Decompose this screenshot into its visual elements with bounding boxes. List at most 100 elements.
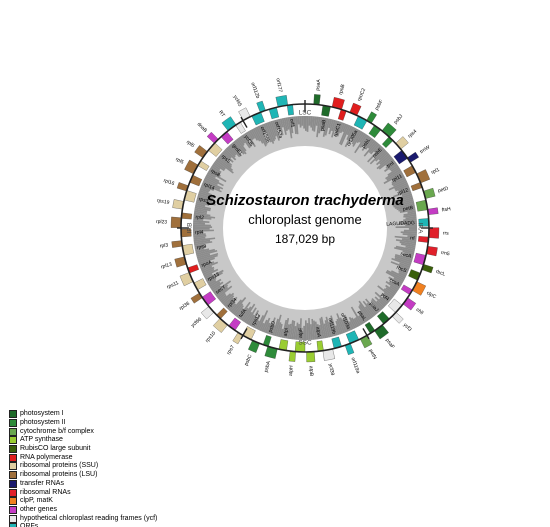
gc-bar	[212, 163, 221, 171]
legend-item: ATP synthase	[9, 436, 209, 445]
gene-label: rps9	[196, 243, 207, 251]
gc-bar	[368, 142, 379, 154]
gc-bar	[257, 125, 268, 145]
gc-bar	[399, 208, 416, 213]
gc-bar	[318, 117, 323, 134]
legend-label: cytochrome b/f complex	[20, 427, 94, 435]
gc-bar	[204, 177, 218, 186]
gc-bar	[374, 296, 386, 308]
gc-bar	[403, 214, 417, 218]
gene-label: orf119b	[327, 317, 337, 335]
gc-bar	[400, 243, 416, 248]
gc-bar	[199, 260, 211, 267]
gc-bar	[219, 294, 227, 302]
gc-bar	[314, 321, 319, 340]
gc-bar	[193, 229, 214, 232]
gc-bar	[398, 187, 411, 194]
center-disc	[224, 147, 386, 309]
legend-item: RNA polymerase	[9, 453, 209, 462]
gc-bar	[198, 191, 215, 199]
gene-label: secA	[400, 251, 413, 260]
gc-bar	[371, 297, 383, 310]
gene-block	[184, 159, 199, 175]
gc-bar	[297, 116, 300, 125]
gc-bar	[408, 228, 417, 230]
gene-block	[418, 236, 429, 243]
gc-bar	[247, 131, 254, 141]
gc-bar	[405, 224, 417, 227]
gene-label: rps10	[204, 330, 217, 344]
gc-bar	[257, 310, 269, 331]
genome-title: Schizostauron trachyderma	[206, 192, 404, 209]
gc-bar	[363, 140, 377, 157]
gc-bar	[237, 301, 251, 319]
legend-label: ORFs	[20, 523, 39, 527]
gc-bar	[208, 278, 222, 288]
gc-bar	[370, 143, 380, 155]
gene-block	[402, 297, 417, 311]
region-label-irb: IRB	[187, 223, 194, 234]
gc-bar	[230, 143, 242, 157]
gc-bar	[224, 297, 234, 308]
gc-bar	[339, 317, 347, 333]
gc-bar	[399, 241, 416, 246]
gc-bar	[217, 156, 232, 168]
gc-bar	[194, 241, 213, 246]
gc-bar	[402, 250, 415, 256]
gc-bar	[375, 150, 387, 162]
gene-label: RT	[217, 110, 226, 119]
gc-bar	[211, 281, 224, 291]
gc-bar	[341, 318, 349, 332]
gc-bar	[343, 317, 351, 332]
gc-bar	[351, 129, 360, 143]
boundary-tick	[240, 116, 248, 128]
region-label-ssc: SSC	[298, 340, 312, 347]
gc-bar	[223, 150, 232, 159]
gc-bar	[391, 177, 406, 186]
gc-bar	[263, 123, 272, 143]
gc-bar	[206, 173, 220, 183]
gene-label: atpI	[283, 328, 290, 337]
gc-bar	[336, 122, 344, 137]
gc-bar	[201, 184, 215, 192]
gene-block	[388, 298, 403, 313]
gc-bar	[389, 285, 398, 293]
gc-bar	[394, 257, 412, 265]
gc-bar	[391, 257, 411, 267]
gc-bar	[230, 299, 242, 313]
legend-label: photosystem I	[20, 410, 64, 418]
gene-label: psbA	[263, 360, 272, 373]
gc-bar	[402, 233, 417, 236]
gene-label: tufA	[238, 308, 248, 319]
gc-bar	[245, 307, 257, 325]
gene-label: rpoC1	[333, 122, 343, 137]
gc-bar	[249, 310, 260, 326]
gc-bar	[346, 125, 353, 136]
gene-label: psbD	[268, 320, 278, 333]
gene-label: rpoB	[338, 83, 347, 95]
gc-bar	[224, 148, 237, 161]
gene-label: rps7	[226, 344, 236, 356]
gc-bar	[316, 324, 321, 340]
gc-bar	[392, 189, 411, 198]
gc-bar	[310, 116, 313, 128]
gc-bar	[213, 280, 232, 294]
gene-block	[201, 291, 216, 306]
legend-label: clpP, matK	[20, 497, 53, 505]
gc-bar	[208, 168, 221, 177]
gc-bar	[228, 303, 237, 312]
gene-block	[428, 227, 440, 239]
gene-label: atpE	[298, 327, 304, 338]
gene-label: orf152a	[273, 121, 283, 139]
gc-bar	[385, 287, 396, 296]
legend-swatch	[9, 445, 17, 454]
gene-label: petB	[402, 205, 414, 213]
boundary-tick	[362, 328, 370, 340]
gc-bar	[370, 299, 382, 312]
gc-bar	[247, 314, 255, 325]
gc-bar	[398, 222, 417, 225]
gc-bar	[252, 128, 261, 142]
gc-bar	[305, 116, 307, 131]
gc-bar	[351, 317, 358, 328]
gc-bar	[299, 116, 302, 128]
